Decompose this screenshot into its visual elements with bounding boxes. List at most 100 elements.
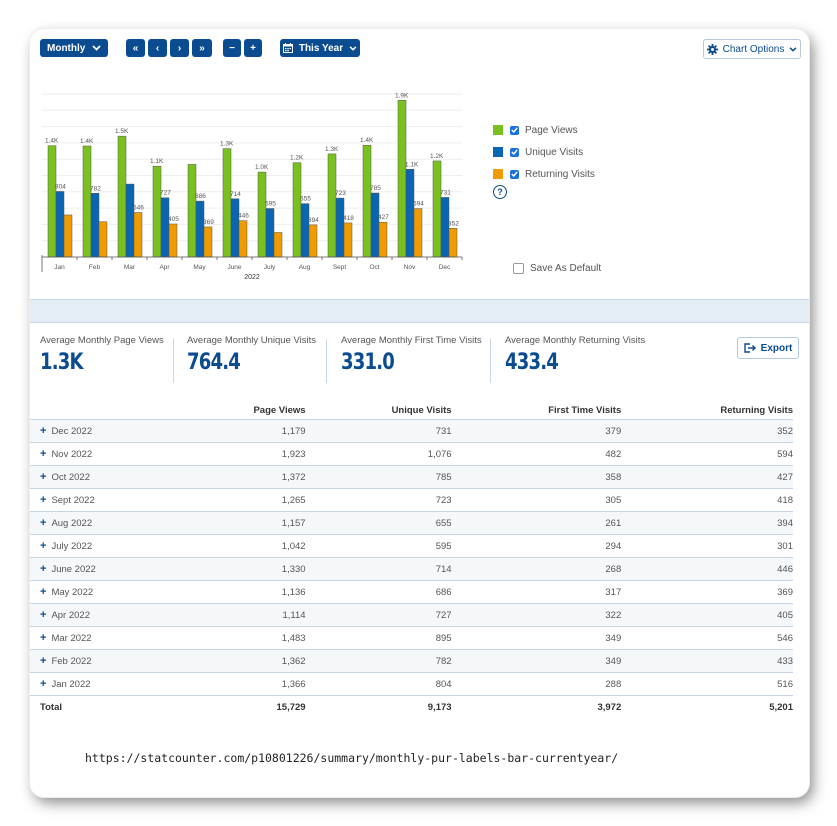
table-row[interactable]: + July 2022 1,042 595 294 301 <box>30 534 793 558</box>
zoom-out-button[interactable]: − <box>223 39 241 57</box>
bar-page-views <box>397 100 407 258</box>
bar-page-views <box>187 164 197 258</box>
month-label: Apr 2022 <box>51 610 90 621</box>
checkbox-icon[interactable] <box>510 169 519 179</box>
legend-item-page-views[interactable]: Page Views <box>493 119 595 141</box>
zoom-in-button[interactable]: + <box>244 39 262 57</box>
expand-plus-icon[interactable]: + <box>40 609 47 621</box>
checkbox-icon[interactable] <box>510 147 519 157</box>
table-cell: 1,265 <box>173 488 306 512</box>
data-label: 1.4K <box>80 138 94 145</box>
row-month-label: + Apr 2022 <box>30 603 174 627</box>
checkbox-icon[interactable] <box>513 263 524 274</box>
legend-label: Unique Visits <box>525 146 584 158</box>
stat-value: 433.4 <box>505 350 559 375</box>
table-cell: 1,923 <box>173 442 306 466</box>
table-row[interactable]: + May 2022 1,136 686 317 369 <box>30 580 793 604</box>
month-label: Nov 2022 <box>51 449 93 460</box>
nav-next-button[interactable]: › <box>170 39 189 57</box>
table-cell: 594 <box>621 442 793 466</box>
table-row[interactable]: + June 2022 1,330 714 268 446 <box>30 557 793 581</box>
legend-label: Page Views <box>525 124 578 136</box>
table-cell: 714 <box>305 557 452 581</box>
nav-prev-button[interactable]: ‹ <box>148 39 167 57</box>
column-header-unique-visits[interactable]: Unique Visits <box>391 404 452 416</box>
month-label: Feb 2022 <box>51 656 92 667</box>
bar-page-views <box>47 145 57 258</box>
chart-legend: Page Views Unique Visits Returning Visit… <box>493 119 595 185</box>
save-as-default-checkbox[interactable]: Save As Default <box>513 263 601 274</box>
stat-value: 1.3K <box>40 350 83 375</box>
table-cell: 301 <box>621 534 793 558</box>
table-cell: 895 <box>305 626 452 650</box>
expand-plus-icon[interactable]: + <box>40 517 47 529</box>
nav-first-button[interactable]: « <box>126 39 145 57</box>
table-cell: 595 <box>305 534 452 558</box>
expand-plus-icon[interactable]: + <box>40 678 47 690</box>
data-label: 595 <box>265 201 276 208</box>
month-label: Sept 2022 <box>51 495 95 506</box>
expand-plus-icon[interactable]: + <box>40 471 47 483</box>
nav-last-button[interactable]: » <box>192 39 212 57</box>
table-cell: 379 <box>451 419 622 443</box>
double-chevron-right-icon: » <box>199 42 205 54</box>
bar-unique-visits <box>90 193 100 258</box>
table-row[interactable]: + Aug 2022 1,157 655 261 394 <box>30 511 793 535</box>
help-icon[interactable]: ? <box>493 185 507 199</box>
bar-page-views <box>257 171 267 258</box>
expand-plus-icon[interactable]: + <box>40 563 47 575</box>
table-row[interactable]: + Apr 2022 1,114 727 322 405 <box>30 603 793 627</box>
table-cell: 686 <box>305 580 452 604</box>
expand-plus-icon[interactable]: + <box>40 494 47 506</box>
month-label: Dec 2022 <box>51 426 93 437</box>
expand-plus-icon[interactable]: + <box>40 540 47 552</box>
legend-swatch-unique-visits <box>493 147 503 157</box>
chart-options-button[interactable]: Chart Options <box>703 39 801 59</box>
expand-plus-icon[interactable]: + <box>40 425 47 437</box>
bar-returning-visits <box>133 212 143 258</box>
row-month-label: + Jan 2022 <box>30 672 174 696</box>
expand-plus-icon[interactable]: + <box>40 448 47 460</box>
period-dropdown[interactable]: Monthly <box>40 39 108 57</box>
table-cell: 1,114 <box>173 603 306 627</box>
table-row[interactable]: + Dec 2022 1,179 731 379 352 <box>30 419 793 443</box>
legend-item-returning-visits[interactable]: Returning Visits <box>493 163 595 185</box>
export-button[interactable]: Export <box>737 337 799 359</box>
date-range-dropdown[interactable]: This Year <box>280 39 360 57</box>
data-label: 723 <box>335 190 346 197</box>
month-label: June 2022 <box>51 564 96 575</box>
data-label: 782 <box>90 185 101 192</box>
expand-plus-icon[interactable]: + <box>40 632 47 644</box>
x-tick-label: Oct <box>369 264 379 271</box>
table-row[interactable]: + Sept 2022 1,265 723 305 418 <box>30 488 793 512</box>
table-cell: 1,372 <box>173 465 306 489</box>
data-label: 1.0K <box>255 164 269 171</box>
expand-plus-icon[interactable]: + <box>40 655 47 667</box>
table-row[interactable]: + Feb 2022 1,362 782 349 433 <box>30 649 793 673</box>
table-row[interactable]: + Oct 2022 1,372 785 358 427 <box>30 465 793 489</box>
row-month-label: + July 2022 <box>30 534 174 558</box>
table-cell: 1,157 <box>173 511 306 535</box>
bar-unique-visits <box>300 203 310 258</box>
column-header-page-views[interactable]: Page Views <box>253 404 306 416</box>
table-cell: 785 <box>305 465 452 489</box>
data-label: 1.1K <box>150 158 164 165</box>
expand-plus-icon[interactable]: + <box>40 586 47 598</box>
column-header-first-time-visits[interactable]: First Time Visits <box>548 404 622 416</box>
date-range-label: This Year <box>298 42 344 54</box>
data-label: 1.4K <box>360 137 374 144</box>
table-row[interactable]: + Mar 2022 1,483 895 349 546 <box>30 626 793 650</box>
page-url: https://statcounter.com/p10801226/summar… <box>85 751 619 765</box>
bar-page-views <box>222 148 232 258</box>
table-row[interactable]: + Nov 2022 1,923 1,076 482 594 <box>30 442 793 466</box>
data-label: 546 <box>133 205 144 212</box>
data-label: 1.1K <box>405 161 419 168</box>
month-label: Oct 2022 <box>51 472 90 483</box>
bar-returning-visits <box>238 220 248 258</box>
legend-item-unique-visits[interactable]: Unique Visits <box>493 141 595 163</box>
table-row[interactable]: + Jan 2022 1,366 804 288 516 <box>30 672 793 696</box>
data-label: 352 <box>448 220 459 227</box>
column-header-returning-visits[interactable]: Returning Visits <box>720 404 793 416</box>
bar-unique-visits <box>160 197 170 258</box>
checkbox-icon[interactable] <box>510 125 519 135</box>
